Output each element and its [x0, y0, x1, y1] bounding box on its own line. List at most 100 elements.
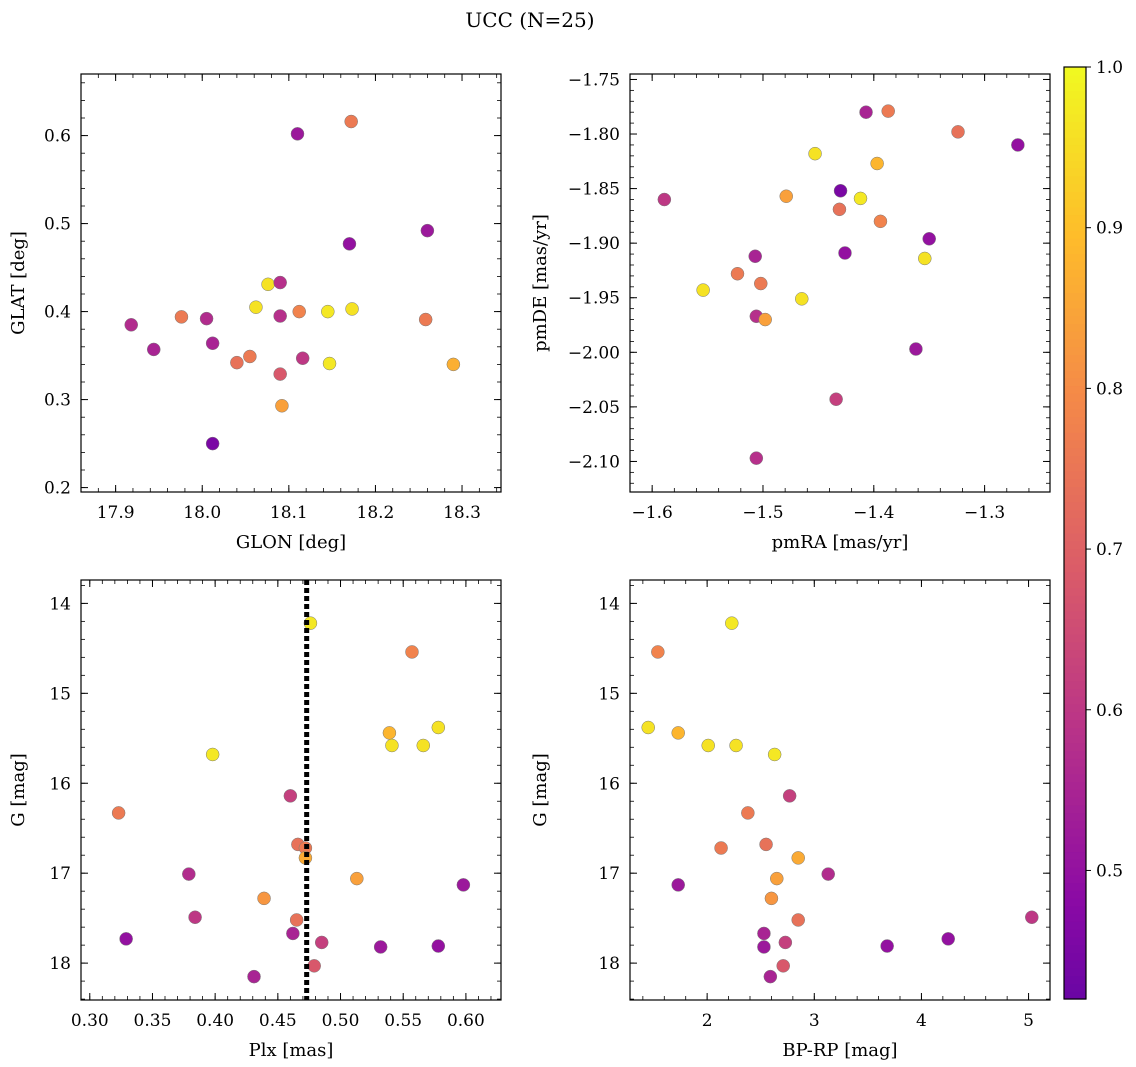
scatter-point — [741, 806, 755, 820]
x-tick-label: −1.3 — [964, 503, 1005, 523]
scatter-point — [951, 125, 965, 139]
colorbar-segment — [1064, 587, 1086, 596]
colorbar-segment — [1064, 874, 1086, 884]
scatter-point — [759, 837, 773, 852]
colorbar-segment — [1064, 835, 1086, 845]
colorbar-segment — [1064, 315, 1086, 324]
colorbar-segment — [1064, 657, 1086, 666]
scatter-point — [283, 789, 298, 803]
colorbar-segment — [1064, 455, 1086, 464]
scatter-point — [345, 302, 359, 316]
colorbar-segment — [1064, 703, 1086, 713]
scatter-point — [257, 891, 271, 906]
colorbar-tick-label: 0.5 — [1096, 861, 1123, 881]
colorbar-segment — [1064, 385, 1086, 394]
y-tick-label: 15 — [598, 684, 620, 704]
x-tick-label: 0.30 — [71, 1011, 109, 1031]
colorbar-segment — [1064, 393, 1086, 402]
colorbar-tick-label: 1.0 — [1096, 58, 1123, 78]
scatter-points — [641, 616, 1039, 984]
scatter-point — [146, 342, 161, 357]
scatter-point — [321, 304, 335, 319]
scatter-point — [791, 913, 805, 927]
x-axis-label: pmRA [mas/yr] — [772, 532, 909, 553]
scatter-point — [273, 275, 287, 290]
scatter-point — [779, 189, 794, 203]
scatter-point — [776, 959, 790, 973]
colorbar-tick-label: 0.7 — [1096, 540, 1123, 560]
colorbar-segment — [1064, 882, 1086, 891]
x-tick-label: 18.2 — [357, 503, 395, 523]
x-axis-label: Plx [mas] — [249, 1040, 334, 1061]
y-tick-label: −1.95 — [568, 289, 620, 309]
y-tick-label: 17 — [49, 864, 71, 884]
colorbar-segment — [1064, 742, 1086, 752]
scatter-point — [808, 146, 822, 161]
scatter-point — [174, 310, 189, 324]
colorbar-segment — [1064, 268, 1086, 278]
ticks — [81, 580, 501, 1000]
colorbar-segment — [1064, 688, 1086, 697]
scatter-point — [880, 939, 894, 953]
colorbar-segment — [1064, 851, 1086, 860]
x-tick-label: 18.1 — [270, 503, 308, 523]
axes-frame — [80, 73, 502, 493]
y-tick-label: −1.80 — [568, 125, 620, 145]
colorbar-segment — [1064, 362, 1086, 371]
scatter-point — [671, 726, 685, 740]
y-tick-label: 0.5 — [44, 215, 71, 235]
scatter-point — [725, 616, 739, 630]
y-tick-label: −2.10 — [568, 452, 620, 472]
colorbar-segment — [1064, 463, 1086, 472]
colorbar-segment — [1064, 991, 1086, 1000]
scatter-point — [770, 871, 784, 886]
colorbar-segment — [1064, 144, 1086, 154]
x-tick-label: −1.6 — [632, 503, 673, 523]
scatter-point — [342, 237, 357, 251]
colorbar-segment — [1064, 183, 1086, 192]
x-tick-label: 0.45 — [259, 1011, 297, 1031]
scatter-point — [205, 336, 220, 351]
colorbar-segment — [1064, 672, 1086, 682]
scatter-point — [696, 283, 710, 297]
colorbar-segment — [1064, 377, 1086, 387]
colorbar-segment — [1064, 517, 1086, 526]
scatter-point — [322, 356, 337, 371]
colorbar-tick-label: 0.9 — [1096, 219, 1123, 239]
y-tick-label: −2.00 — [568, 343, 620, 363]
colorbar-segment — [1064, 773, 1086, 783]
scatter-point — [382, 726, 397, 740]
colorbar-segment — [1064, 649, 1086, 658]
scatter-point — [247, 969, 261, 984]
y-axis-label: GLAT [deg] — [8, 231, 29, 335]
colorbar-segment — [1064, 206, 1086, 216]
colorbar-segment — [1064, 960, 1086, 969]
y-tick-label: 0.2 — [44, 479, 71, 499]
scatter-point — [314, 935, 329, 950]
x-tick-label: −1.4 — [853, 503, 894, 523]
scatter-point — [748, 249, 762, 264]
panel-bprp-g: 2 3 4 5 14 15 16 17 18 BP-RP [mag] G [mag] — [530, 579, 1051, 1061]
y-axis-label: G [mag] — [530, 753, 551, 826]
colorbar-segment — [1064, 261, 1086, 270]
colorbar-segment — [1064, 929, 1086, 938]
colorbar-segment — [1064, 432, 1086, 441]
colorbar-segment — [1064, 727, 1086, 736]
colorbar-tick-label: 0.6 — [1096, 701, 1123, 721]
scatter-point — [763, 969, 778, 984]
scatter-point — [344, 114, 358, 129]
x-tick-label: 0.50 — [322, 1011, 360, 1031]
colorbar-segment — [1064, 533, 1086, 542]
scatter-point — [641, 720, 655, 735]
scatter-point — [431, 939, 446, 953]
y-tick-label: 0.3 — [44, 391, 71, 411]
colorbar-segment — [1064, 921, 1086, 930]
y-tick-label: 14 — [49, 594, 71, 614]
colorbar-segment — [1064, 859, 1086, 868]
colorbar-segment — [1064, 626, 1086, 635]
scatter-point — [230, 355, 244, 370]
ticks — [629, 74, 1050, 492]
scatter-point — [289, 913, 304, 927]
colorbar: 0.5 0.6 0.7 0.8 0.9 1.0 — [1063, 58, 1123, 1000]
colorbar-segment — [1064, 67, 1086, 76]
